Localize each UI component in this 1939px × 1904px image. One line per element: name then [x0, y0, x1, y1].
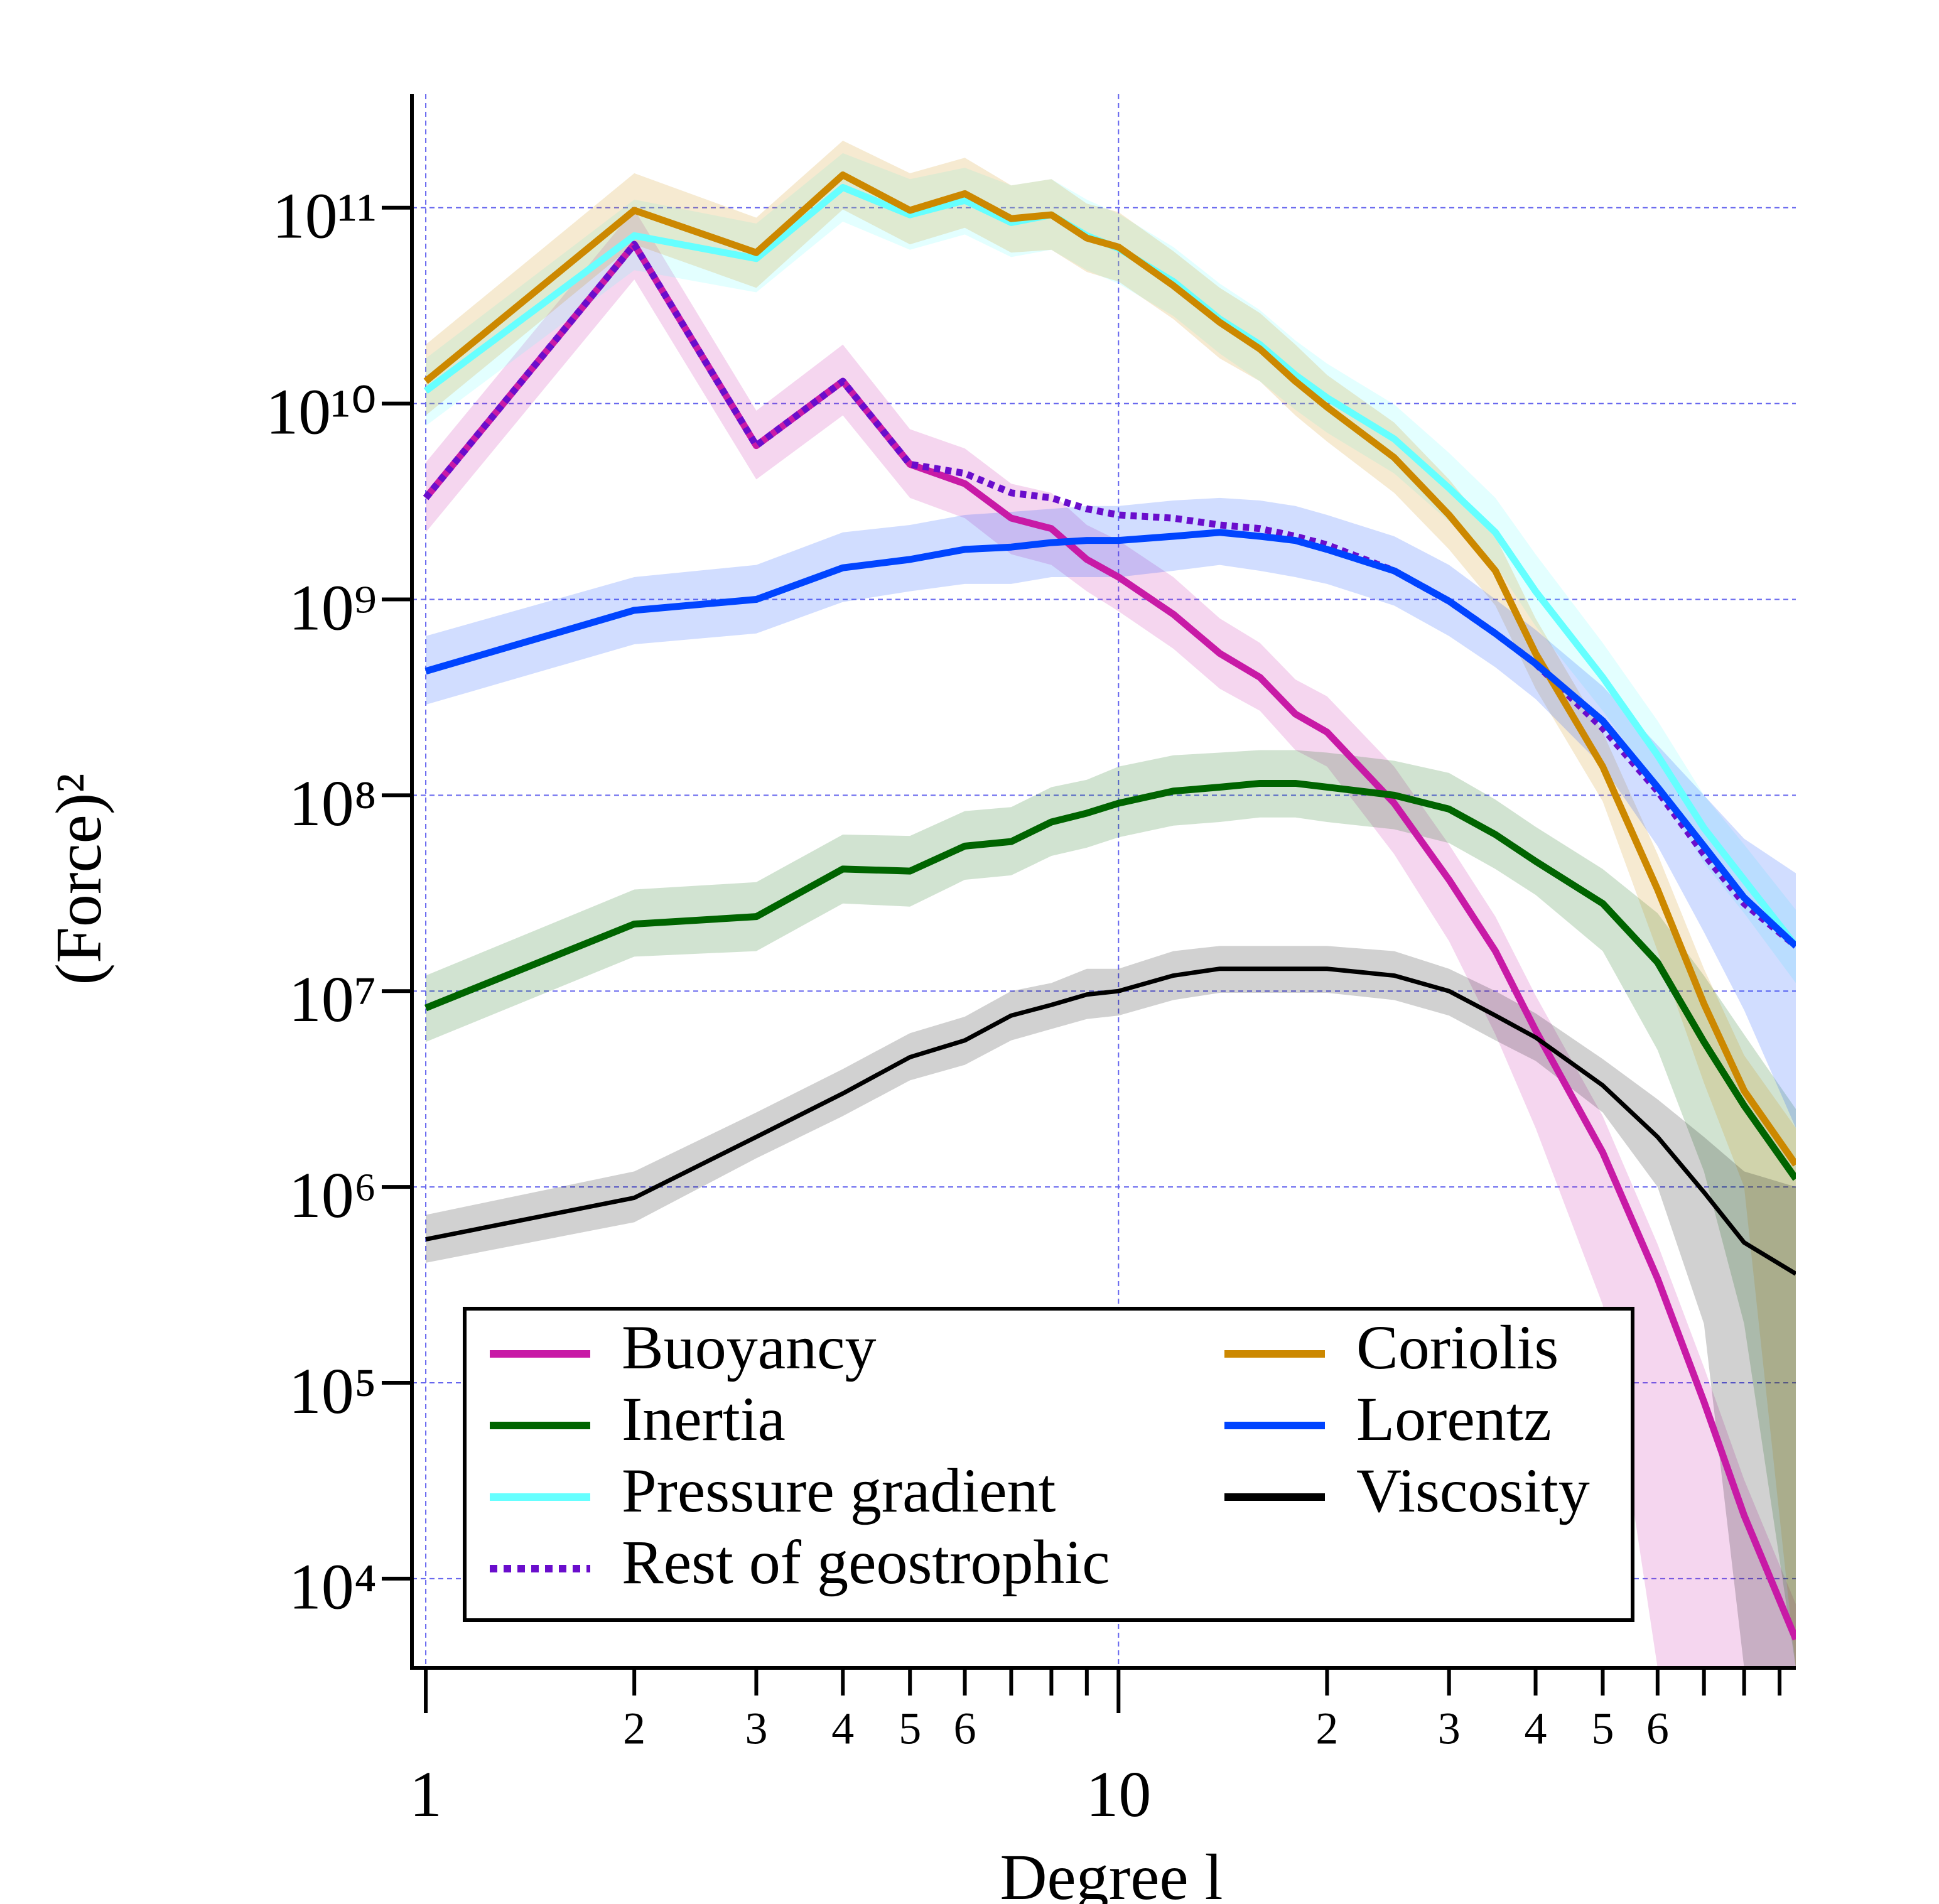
legend-label: Viscosity [1356, 1456, 1590, 1525]
legend-box [463, 1307, 1634, 1622]
legend-label: Pressure gradient [622, 1456, 1056, 1525]
series-line [424, 529, 1796, 949]
plot-area [423, 141, 1796, 1668]
x-tick-label: 6 [954, 1704, 976, 1754]
x-tick-label: 1 [409, 1758, 442, 1831]
legend-label: Buoyancy [622, 1312, 876, 1382]
x-tick-label: 4 [1525, 1704, 1547, 1754]
y-tick-label: 10⁴ [289, 1551, 377, 1623]
legend-label: Inertia [622, 1384, 786, 1454]
x-tick-label: 2 [1315, 1704, 1338, 1754]
x-tick-label: 4 [831, 1704, 854, 1754]
series-line [424, 779, 1796, 1181]
y-tick-label: 10⁸ [289, 767, 377, 840]
x-tick-label: 5 [1591, 1704, 1614, 1754]
y-axis-label: (Force)² [43, 773, 115, 985]
x-tick-label: 5 [899, 1704, 921, 1754]
y-tick-label: 10¹¹ [273, 180, 377, 252]
y-tick-label: 10¹⁰ [266, 376, 377, 448]
y-tick-label: 10⁵ [289, 1355, 377, 1427]
series-line [423, 241, 1796, 949]
error-band [426, 946, 1796, 1668]
legend-label: Rest of geostrophic [622, 1527, 1110, 1597]
y-tick-label: 10⁶ [289, 1159, 377, 1231]
y-tick-label: 10⁷ [289, 963, 377, 1036]
x-tick-label: 10 [1086, 1758, 1151, 1831]
x-tick-label: 3 [745, 1704, 767, 1754]
x-tick-label: 2 [623, 1704, 645, 1754]
series-line [423, 171, 1796, 1167]
series-line [425, 966, 1796, 1276]
error-band [426, 209, 1796, 1668]
x-tick-label: 6 [1646, 1704, 1669, 1754]
legend-label: Lorentz [1356, 1384, 1552, 1454]
legend-label: Coriolis [1356, 1312, 1558, 1382]
x-axis-label: Degree l [1000, 1841, 1223, 1904]
y-tick-label: 10⁹ [289, 571, 377, 644]
x-tick-label: 3 [1438, 1704, 1461, 1754]
